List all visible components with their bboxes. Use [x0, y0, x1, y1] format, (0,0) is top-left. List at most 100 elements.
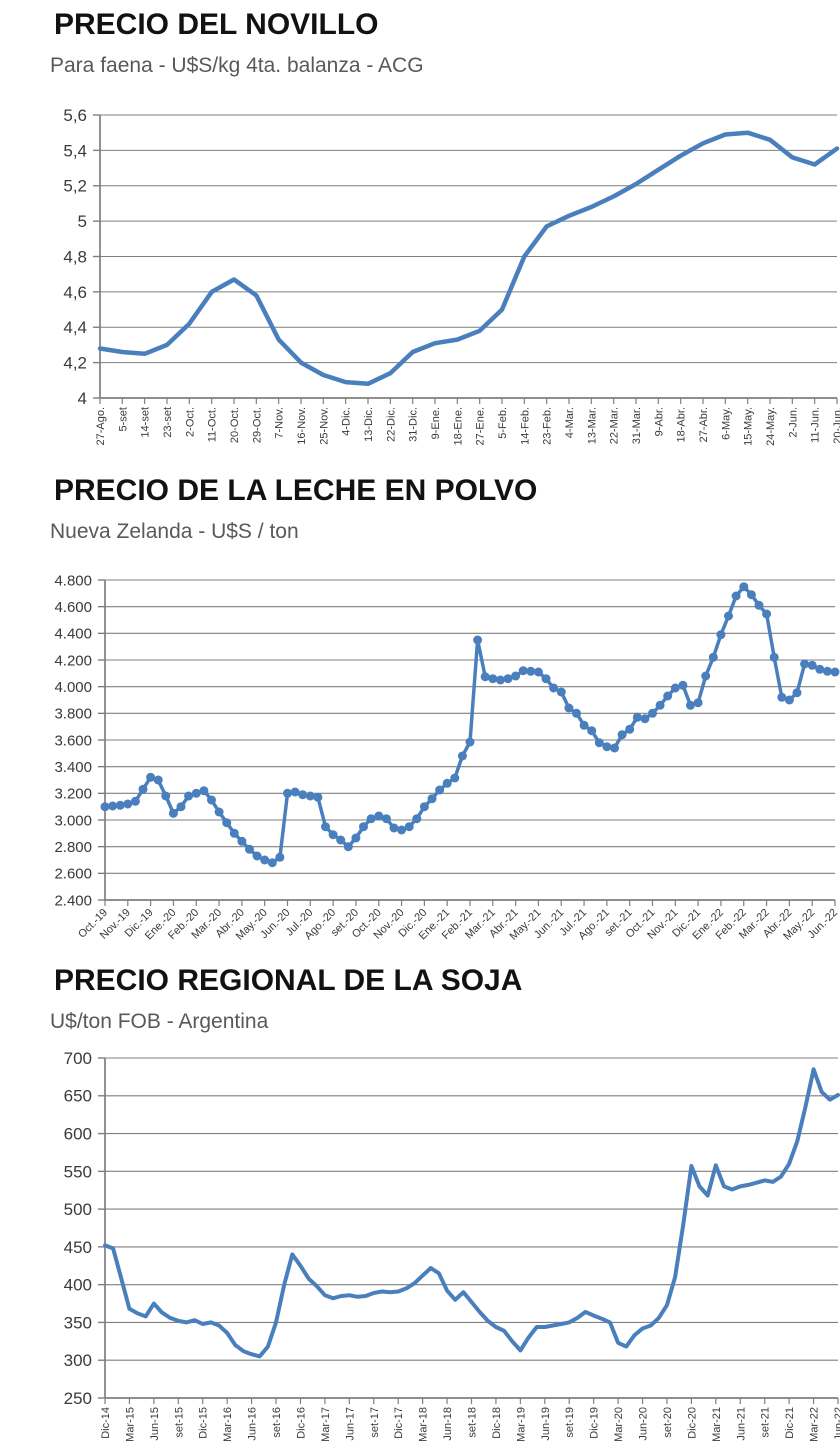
svg-text:Jun-18: Jun-18 — [442, 1407, 454, 1441]
svg-text:27-Ago.: 27-Ago. — [95, 407, 107, 446]
svg-text:450: 450 — [64, 1238, 92, 1257]
svg-text:Dic-20: Dic-20 — [686, 1407, 698, 1439]
svg-text:3.800: 3.800 — [54, 706, 92, 723]
svg-text:Mar-20: Mar-20 — [613, 1407, 625, 1442]
svg-text:set-16: set-16 — [271, 1407, 283, 1438]
svg-text:6-May.: 6-May. — [720, 407, 732, 440]
chart-novillo-plot: 5,6 5,4 5,2 5 4,8 4,6 4,4 4,2 4 27-Ago. 5-set 14-se… — [63, 106, 840, 446]
svg-text:25-Nov.: 25-Nov. — [318, 407, 330, 445]
svg-text:18-Abr.: 18-Abr. — [676, 407, 688, 442]
svg-text:13-Dic.: 13-Dic. — [363, 407, 375, 442]
svg-text:set-17: set-17 — [369, 1407, 381, 1438]
svg-text:550: 550 — [64, 1162, 92, 1181]
svg-text:set-19: set-19 — [564, 1407, 576, 1438]
chart-leche-subtitle: Nueva Zelanda - U$S / ton — [50, 520, 299, 543]
svg-text:18-Ene.: 18-Ene. — [452, 407, 464, 446]
svg-text:4,4: 4,4 — [63, 318, 87, 337]
svg-text:Mar-16: Mar-16 — [222, 1407, 234, 1442]
svg-text:Jun-15: Jun-15 — [149, 1407, 161, 1441]
svg-text:16-Nov.: 16-Nov. — [296, 407, 308, 445]
svg-text:4.600: 4.600 — [54, 599, 92, 616]
svg-text:5,4: 5,4 — [63, 141, 87, 160]
svg-text:27-Ene.: 27-Ene. — [475, 407, 487, 446]
svg-text:15-May.: 15-May. — [743, 407, 755, 446]
svg-text:4.000: 4.000 — [54, 679, 92, 696]
svg-text:13-Mar.: 13-Mar. — [586, 407, 598, 444]
svg-text:5-Feb.: 5-Feb. — [497, 407, 509, 439]
svg-text:Mar-21: Mar-21 — [711, 1407, 723, 1442]
svg-text:4.400: 4.400 — [54, 626, 92, 643]
svg-text:3.400: 3.400 — [54, 759, 92, 776]
svg-text:2.800: 2.800 — [54, 839, 92, 856]
svg-text:set-18: set-18 — [467, 1407, 479, 1438]
svg-text:set-21: set-21 — [760, 1407, 772, 1438]
svg-text:250: 250 — [64, 1389, 92, 1408]
svg-text:5-set: 5-set — [117, 407, 129, 431]
svg-text:set-20: set-20 — [662, 1407, 674, 1438]
svg-text:Jun-21: Jun-21 — [735, 1407, 747, 1441]
svg-text:Dic-19: Dic-19 — [589, 1407, 601, 1439]
svg-text:4,6: 4,6 — [63, 283, 87, 302]
svg-text:3.000: 3.000 — [54, 812, 92, 829]
svg-text:2.600: 2.600 — [54, 866, 92, 883]
svg-text:4: 4 — [78, 389, 87, 408]
svg-text:400: 400 — [64, 1276, 92, 1295]
svg-text:14-Feb.: 14-Feb. — [519, 407, 531, 445]
svg-text:Jun-19: Jun-19 — [540, 1407, 552, 1441]
svg-text:300: 300 — [64, 1351, 92, 1370]
chart-leche-plot: 4.800 4.600 4.400 4.200 4.000 3.800 3.600 3.400… — [54, 572, 840, 942]
svg-text:4-Mar.: 4-Mar. — [564, 407, 576, 438]
svg-text:Dic-18: Dic-18 — [491, 1407, 503, 1439]
svg-text:2.400: 2.400 — [54, 892, 92, 909]
svg-text:11-Oct.: 11-Oct. — [207, 407, 219, 442]
svg-text:23-Feb.: 23-Feb. — [542, 407, 554, 445]
svg-text:2-Jun.: 2-Jun. — [787, 407, 799, 438]
svg-text:4.200: 4.200 — [54, 652, 92, 669]
svg-text:Dic-21: Dic-21 — [784, 1407, 796, 1439]
svg-text:22-Dic.: 22-Dic. — [385, 407, 397, 442]
svg-text:2-Oct.: 2-Oct. — [184, 407, 196, 437]
svg-text:500: 500 — [64, 1200, 92, 1219]
svg-text:4,8: 4,8 — [63, 247, 87, 266]
chart-novillo-subtitle: Para faena - U$S/kg 4ta. balanza - ACG — [50, 54, 424, 77]
svg-text:29-Oct.: 29-Oct. — [251, 407, 263, 443]
svg-text:700: 700 — [64, 1049, 92, 1068]
svg-text:31-Dic.: 31-Dic. — [408, 407, 420, 442]
svg-text:9-Abr.: 9-Abr. — [653, 407, 665, 436]
svg-text:5,2: 5,2 — [63, 177, 87, 196]
svg-text:20-Oct.: 20-Oct. — [229, 407, 241, 443]
svg-text:4,2: 4,2 — [63, 354, 87, 373]
svg-text:5,6: 5,6 — [63, 106, 87, 125]
svg-text:7-Nov.: 7-Nov. — [274, 407, 286, 439]
svg-text:27-Abr.: 27-Abr. — [698, 407, 710, 442]
svg-text:3.200: 3.200 — [54, 786, 92, 803]
chart-soja-plot: 700 650 600 550 500 450 400 350 300 250 Dic-14 Mar-… — [64, 1049, 840, 1442]
svg-text:Dic-17: Dic-17 — [393, 1407, 405, 1439]
svg-text:Mar-19: Mar-19 — [515, 1407, 527, 1442]
svg-text:4-Dic.: 4-Dic. — [341, 407, 353, 436]
svg-text:650: 650 — [64, 1087, 92, 1106]
svg-text:350: 350 — [64, 1313, 92, 1332]
svg-text:Jun-22: Jun-22 — [833, 1407, 840, 1441]
svg-text:Dic-15: Dic-15 — [198, 1407, 210, 1439]
svg-text:set-15: set-15 — [173, 1407, 185, 1438]
chart-novillo-title: PRECIO DEL NOVILLO — [54, 8, 379, 41]
svg-text:Jun-16: Jun-16 — [247, 1407, 259, 1441]
svg-text:9-Ene.: 9-Ene. — [430, 407, 442, 439]
svg-text:4.800: 4.800 — [54, 572, 92, 589]
svg-text:20-Jun.: 20-Jun. — [832, 407, 840, 444]
svg-text:Mar-22: Mar-22 — [809, 1407, 821, 1442]
svg-text:5: 5 — [78, 212, 87, 231]
svg-text:Jun-17: Jun-17 — [344, 1407, 356, 1441]
svg-text:24-May.: 24-May. — [765, 407, 777, 446]
svg-text:Dic-14: Dic-14 — [100, 1407, 112, 1439]
svg-text:31-Mar.: 31-Mar. — [631, 407, 643, 444]
svg-text:Jun-20: Jun-20 — [638, 1407, 650, 1441]
svg-text:23-set: 23-set — [162, 407, 174, 438]
chart-soja-subtitle: U$/ton FOB - Argentina — [50, 1010, 269, 1033]
svg-text:14-set: 14-set — [140, 407, 152, 438]
svg-text:11-Jun.: 11-Jun. — [810, 407, 822, 443]
svg-text:600: 600 — [64, 1125, 92, 1144]
svg-text:Mar-18: Mar-18 — [418, 1407, 430, 1442]
